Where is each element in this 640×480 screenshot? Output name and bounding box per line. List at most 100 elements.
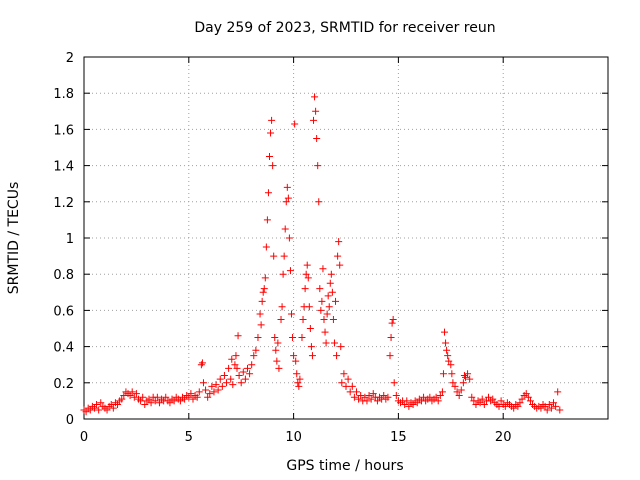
- data-point: [292, 357, 300, 365]
- data-point: [223, 379, 231, 387]
- data-point: [441, 328, 449, 336]
- data-point: [195, 388, 203, 396]
- data-point: [210, 388, 218, 396]
- data-point: [457, 386, 465, 394]
- data-point: [318, 297, 326, 305]
- data-point: [126, 391, 134, 399]
- data-point: [524, 393, 532, 401]
- data-point: [259, 288, 267, 296]
- data-point: [333, 352, 341, 360]
- data-point: [432, 393, 440, 401]
- data-point: [305, 303, 313, 311]
- data-point: [510, 404, 518, 412]
- data-point: [285, 234, 293, 242]
- data-point: [271, 334, 279, 342]
- data-point: [388, 319, 396, 327]
- data-point: [197, 361, 205, 369]
- data-point: [304, 274, 312, 282]
- data-point: [389, 315, 397, 323]
- data-point: [442, 339, 450, 347]
- data-point: [522, 390, 530, 398]
- x-tick-label: 20: [495, 430, 512, 445]
- data-point: [323, 310, 331, 318]
- data-point: [153, 393, 161, 401]
- data-point: [449, 379, 457, 387]
- data-point: [314, 162, 322, 170]
- data-point: [206, 390, 214, 398]
- data-point: [97, 399, 105, 407]
- data-point: [426, 393, 434, 401]
- data-point: [162, 393, 170, 401]
- data-point: [434, 397, 442, 405]
- data-point: [291, 120, 299, 128]
- data-point: [284, 194, 292, 202]
- data-point: [208, 382, 216, 390]
- data-point: [95, 406, 103, 414]
- data-point: [328, 288, 336, 296]
- y-tick-label: 1.8: [53, 87, 74, 102]
- data-point: [373, 397, 381, 405]
- data-point: [403, 397, 411, 405]
- x-tick-label: 15: [390, 430, 407, 445]
- data-point: [489, 395, 497, 403]
- data-point: [155, 399, 163, 407]
- data-point: [185, 393, 193, 401]
- data-point: [220, 372, 228, 380]
- data-point: [295, 382, 303, 390]
- data-point: [90, 404, 98, 412]
- data-point: [275, 364, 283, 372]
- data-point: [214, 386, 222, 394]
- data-point: [193, 393, 201, 401]
- data-point: [501, 402, 509, 410]
- data-point: [204, 393, 212, 401]
- data-point: [82, 408, 90, 416]
- data-point: [103, 406, 111, 414]
- grid-lines: [84, 57, 608, 419]
- data-point: [239, 368, 247, 376]
- data-point: [361, 393, 369, 401]
- data-point: [302, 270, 310, 278]
- data-point: [93, 401, 101, 409]
- data-point: [114, 401, 122, 409]
- data-point: [260, 285, 268, 293]
- data-point: [363, 397, 371, 405]
- y-tick-label: 1.6: [53, 123, 74, 138]
- data-point: [128, 388, 136, 396]
- data-point: [311, 93, 319, 101]
- data-point: [444, 352, 452, 360]
- data-point: [254, 334, 262, 342]
- data-point: [310, 116, 318, 124]
- data-point: [296, 375, 304, 383]
- data-point: [554, 388, 562, 396]
- data-point: [464, 370, 472, 378]
- data-point: [317, 306, 325, 314]
- data-point: [386, 352, 394, 360]
- data-point: [316, 285, 324, 293]
- data-point: [392, 391, 400, 399]
- data-point: [202, 386, 210, 394]
- y-axis: 0 0.2 0.4 0.6 0.8 1 1.2 1.4 1.6 1.8 2: [53, 51, 608, 428]
- data-point: [380, 391, 388, 399]
- data-point: [324, 292, 332, 300]
- data-point: [357, 391, 365, 399]
- x-tick-label: 0: [80, 430, 88, 445]
- data-point: [274, 339, 282, 347]
- data-point: [447, 361, 455, 369]
- data-point: [166, 399, 174, 407]
- data-point: [199, 379, 207, 387]
- data-point: [468, 393, 476, 401]
- data-point: [460, 372, 468, 380]
- data-point: [308, 352, 316, 360]
- data-point: [443, 346, 451, 354]
- data-point: [550, 399, 558, 407]
- x-tick-label: 10: [285, 430, 302, 445]
- data-point: [231, 361, 239, 369]
- data-point: [413, 399, 421, 407]
- data-point: [234, 332, 242, 340]
- data-point: [346, 388, 354, 396]
- data-point: [387, 334, 395, 342]
- data-point: [401, 401, 409, 409]
- data-point: [518, 395, 526, 403]
- y-tick-label: 2: [66, 51, 74, 66]
